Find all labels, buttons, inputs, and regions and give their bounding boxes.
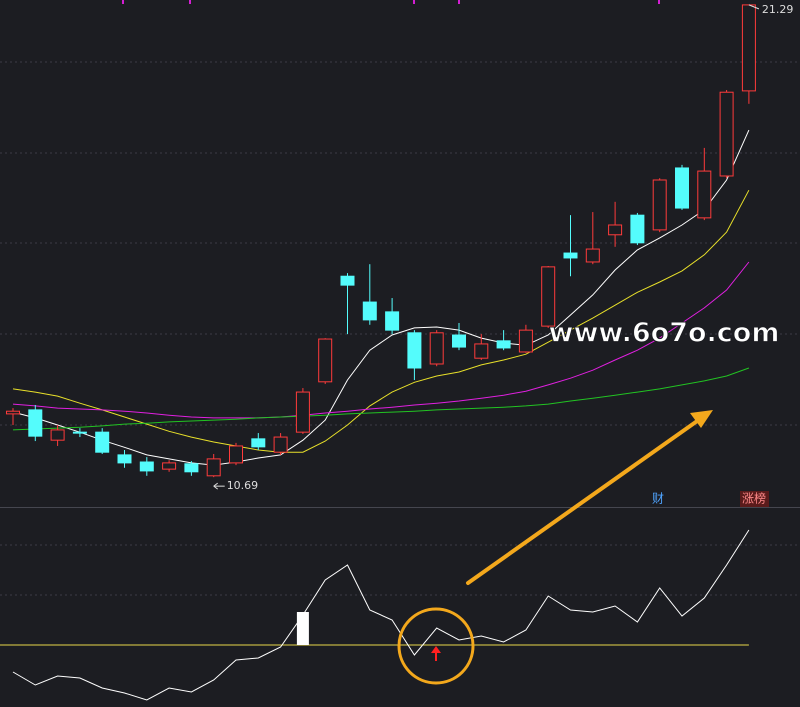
indicator-pane: [0, 529, 750, 701]
top-markers: [122, 0, 660, 4]
candle-body: [630, 214, 645, 244]
candle-body: [719, 91, 734, 177]
candle-body: [741, 4, 756, 92]
candle-body: [295, 391, 310, 433]
watermark: www.6o7o.com: [549, 318, 780, 349]
candle-body: [496, 340, 511, 349]
candle-body: [652, 179, 667, 231]
candle-body: [72, 431, 87, 434]
candle-body: [385, 311, 400, 331]
candle-body: [563, 252, 578, 259]
candle-body: [28, 409, 43, 437]
high-label: 21.29: [762, 3, 794, 16]
candle-body: [251, 438, 266, 448]
candle-body: [50, 429, 65, 441]
candle-body: [117, 454, 132, 464]
low-label: 10.69: [227, 479, 259, 492]
tag: 财: [652, 492, 664, 506]
candle-body: [206, 458, 221, 477]
candle-body: [362, 301, 377, 321]
candle-body: [6, 410, 20, 415]
candle-body: [184, 463, 199, 473]
candle-body: [273, 436, 288, 453]
label-arrow: [748, 4, 760, 10]
marker: [658, 0, 660, 4]
moving-average: [12, 189, 750, 453]
overlay: www.6o7o.com 财 涨榜: [397, 317, 780, 685]
trend-arrow-head: [690, 410, 713, 428]
candle-body: [541, 266, 556, 327]
marker: [122, 0, 124, 4]
candle-body: [407, 332, 422, 369]
marker: [413, 0, 415, 4]
price-pane: 21.29 10.69: [6, 3, 794, 492]
candle-body: [162, 462, 177, 470]
moving-average: [12, 261, 750, 419]
tag: 涨榜: [742, 491, 766, 506]
trend-arrow: [466, 417, 702, 585]
signal-bar: [296, 612, 309, 645]
highlight-circle: [397, 607, 475, 685]
indicator-line: [12, 529, 750, 701]
candle-body: [518, 329, 533, 353]
tag-background: [740, 491, 769, 507]
grid: [0, 61, 800, 596]
candle-body: [608, 224, 623, 236]
candle-body: [139, 461, 154, 472]
moving-average: [12, 129, 750, 466]
candle-body: [429, 332, 444, 365]
candle-body: [675, 167, 689, 209]
marker: [458, 0, 460, 4]
label-arrow-head: [213, 482, 218, 490]
signal-arrow-head: [431, 646, 441, 653]
marker: [189, 0, 191, 4]
candle-body: [318, 338, 333, 383]
moving-average: [12, 367, 750, 431]
candle-body: [452, 334, 466, 348]
candle-body: [229, 445, 243, 464]
candle-body: [95, 431, 110, 453]
candle-body: [340, 275, 355, 286]
candle-body: [474, 343, 489, 359]
candle-body: [585, 248, 600, 263]
candle-body: [697, 170, 712, 219]
